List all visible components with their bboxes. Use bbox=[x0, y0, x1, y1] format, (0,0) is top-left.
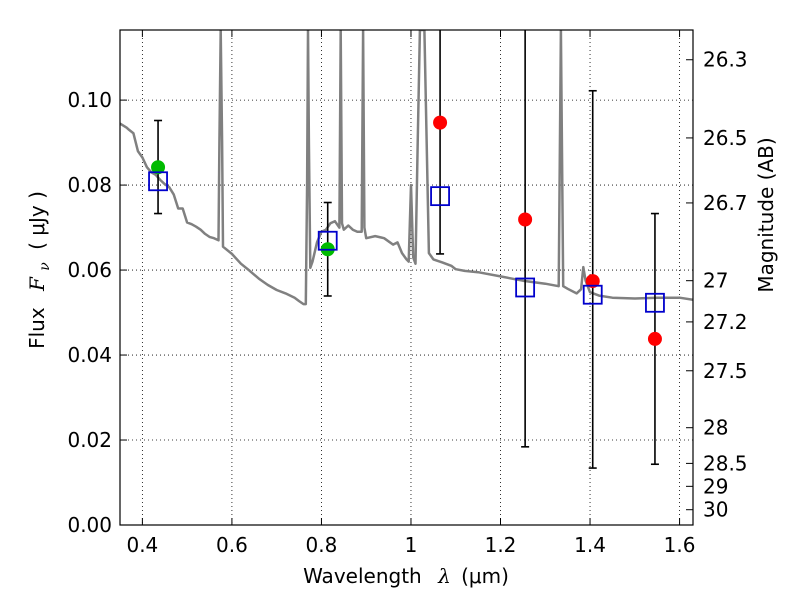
red-data-point bbox=[433, 115, 448, 130]
y-axis-label: Flux F ν ( μJy ) bbox=[25, 191, 54, 349]
model-square-point bbox=[582, 284, 603, 305]
model-square-point bbox=[515, 277, 536, 298]
marker-layer bbox=[148, 115, 665, 346]
red-data-point bbox=[518, 212, 533, 227]
right-tick-label: 28.5 bbox=[703, 451, 748, 475]
x-tick-label: 0.6 bbox=[216, 533, 248, 557]
right-tick-label: 27.2 bbox=[703, 310, 748, 334]
x-tick-label: 0.4 bbox=[126, 533, 158, 557]
sed-model-line bbox=[120, 30, 693, 306]
y-tick-label: 0.10 bbox=[67, 88, 112, 112]
model-square-point bbox=[430, 186, 450, 207]
green-data-point bbox=[151, 160, 166, 175]
right-tick-label: 29 bbox=[703, 474, 728, 498]
plot-frame bbox=[119, 29, 694, 526]
y-tick-label: 0.04 bbox=[67, 343, 112, 367]
x-tick-label: 1 bbox=[405, 533, 418, 557]
right-tick-label: 26.5 bbox=[703, 126, 748, 150]
x-tick-label: 1.2 bbox=[485, 533, 517, 557]
model-square-point bbox=[148, 171, 168, 192]
right-tick-label: 27.5 bbox=[703, 359, 748, 383]
tick-layer: 0.4 0.6 0.8 1 1.2 1.4 1.6 0.00 0.02 0.04 0.06 0.08 0… bbox=[67, 30, 748, 557]
x-tick-label: 1.4 bbox=[574, 533, 606, 557]
red-data-point bbox=[647, 331, 662, 346]
x-tick-label: 0.8 bbox=[306, 533, 338, 557]
red-data-point bbox=[585, 274, 600, 289]
right-tick-label: 26.3 bbox=[703, 48, 748, 72]
x-tick-label: 1.6 bbox=[664, 533, 696, 557]
right-tick-label: 30 bbox=[703, 498, 728, 522]
y-tick-label: 0.06 bbox=[67, 258, 112, 282]
right-axis-label: Magnitude (AB) bbox=[754, 137, 778, 292]
right-tick-label: 27 bbox=[703, 269, 728, 293]
plot-area bbox=[120, 30, 693, 469]
model-square-point bbox=[317, 230, 338, 251]
right-tick-label: 26.7 bbox=[703, 191, 748, 215]
right-tick-label: 28 bbox=[703, 416, 728, 440]
model-square-point bbox=[645, 292, 665, 313]
sed-layer bbox=[120, 30, 693, 306]
x-axis-label: Wavelength λ (μm) bbox=[303, 564, 509, 588]
y-tick-label: 0.02 bbox=[67, 428, 112, 452]
grid-layer bbox=[120, 30, 693, 526]
y-tick-label: 0.00 bbox=[67, 513, 112, 537]
y-tick-label: 0.08 bbox=[67, 173, 112, 197]
errorbar-layer bbox=[154, 30, 659, 469]
